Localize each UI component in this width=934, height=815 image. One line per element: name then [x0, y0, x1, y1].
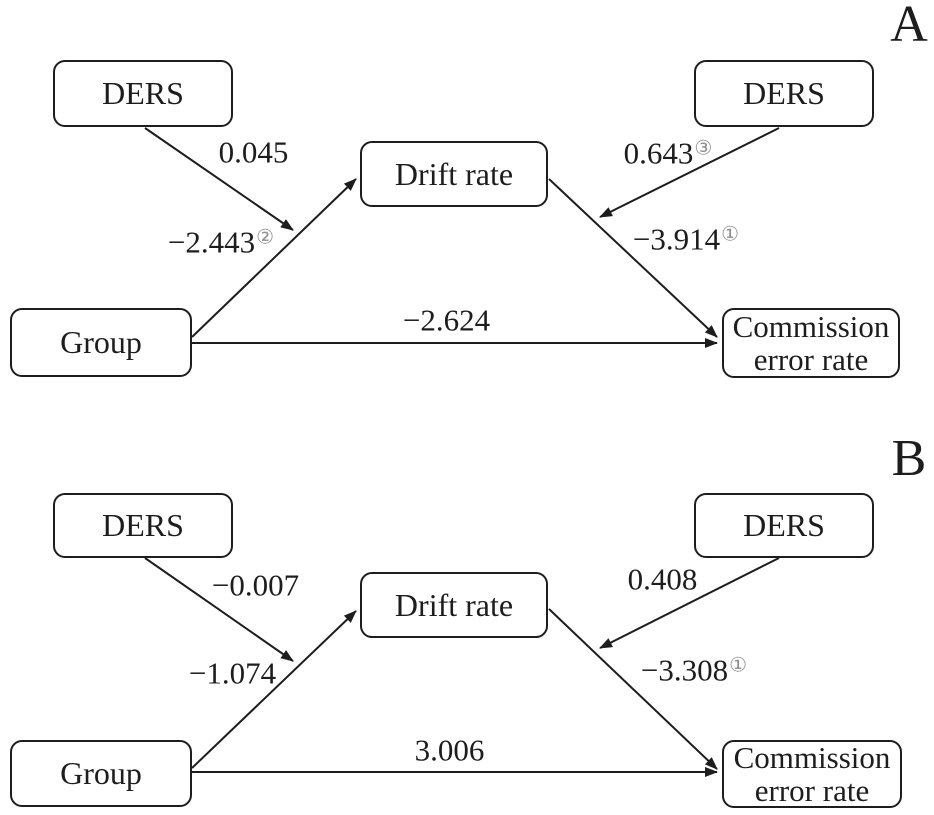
coef-drift-to-commission: −3.308①: [640, 652, 748, 688]
panel-label-a: A: [890, 0, 928, 53]
node-commission-error-rate: Commission error rate: [722, 308, 900, 378]
node-label: Group: [60, 755, 142, 791]
node-ders-right: DERS: [694, 493, 874, 558]
node-label: Drift rate: [394, 155, 514, 192]
node-label: Drift rate: [394, 586, 514, 623]
arrow-ders-to-commission-path-a: [599, 127, 780, 218]
node-commission-error-rate: Commission error rate: [722, 740, 902, 808]
arrow-ders-to-commission-path-b: [599, 557, 780, 649]
arrow-ders-to-drift-path-a: [144, 127, 294, 231]
node-group: Group: [10, 740, 192, 807]
node-label-line2: error rate: [753, 342, 869, 377]
node-label-line1: Commission: [732, 309, 890, 344]
arrow-ders-to-drift-path-b: [144, 557, 294, 662]
arrow-group-to-drift-a: [191, 178, 357, 338]
coef-ders-to-drift: 0.045: [218, 134, 289, 170]
coef-superscript-marker: ①: [721, 221, 740, 246]
node-drift-rate: Drift rate: [360, 141, 548, 207]
arrow-group-to-drift-b: [191, 610, 357, 769]
node-label: DERS: [743, 507, 825, 543]
node-label: DERS: [102, 507, 184, 543]
node-ders-left: DERS: [53, 493, 233, 558]
node-ders-right: DERS: [694, 60, 874, 127]
node-label: Group: [60, 324, 142, 360]
arrow-drift-to-commission-a: [548, 178, 718, 338]
coef-ders-to-commission: 0.643③: [623, 135, 713, 171]
coef-group-to-drift: −1.074: [188, 655, 277, 691]
arrow-drift-to-commission-b: [548, 608, 718, 770]
coef-superscript-marker: ①: [729, 652, 748, 677]
node-group: Group: [10, 308, 192, 377]
coef-drift-to-commission: −3.914①: [632, 221, 740, 257]
coef-group-to-drift: −2.443②: [167, 224, 275, 260]
coef-ders-to-drift: −0.007: [211, 567, 300, 603]
node-drift-rate: Drift rate: [360, 572, 548, 638]
node-label: DERS: [102, 75, 184, 111]
node-label: DERS: [743, 75, 825, 111]
node-ders-left: DERS: [53, 60, 233, 127]
node-label-line1: Commission: [733, 740, 891, 775]
coef-ders-to-commission: 0.408: [627, 561, 698, 597]
coef-superscript-marker: ③: [694, 135, 713, 160]
panel-label-b: B: [891, 430, 927, 487]
coef-superscript-marker: ②: [256, 224, 275, 249]
coef-group-to-commission: −2.624: [402, 302, 491, 338]
coef-group-to-commission: 3.006: [414, 732, 485, 768]
node-label-line2: error rate: [754, 773, 870, 808]
